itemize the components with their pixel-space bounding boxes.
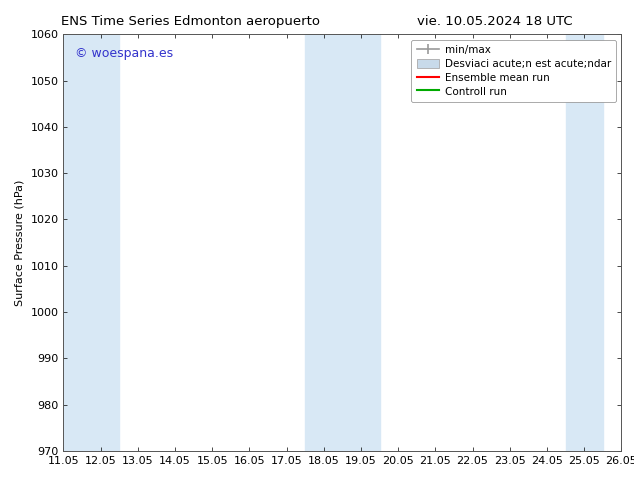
- Text: ENS Time Series Edmonton aeropuerto: ENS Time Series Edmonton aeropuerto: [61, 15, 320, 28]
- Bar: [82, 34, 119, 451]
- Text: vie. 10.05.2024 18 UTC: vie. 10.05.2024 18 UTC: [417, 15, 573, 28]
- Bar: [566, 34, 603, 451]
- Text: © woespana.es: © woespana.es: [75, 47, 172, 60]
- Bar: [342, 34, 380, 451]
- Bar: [305, 34, 342, 451]
- Y-axis label: Surface Pressure (hPa): Surface Pressure (hPa): [15, 179, 25, 306]
- Legend: min/max, Desviaci acute;n est acute;ndar, Ensemble mean run, Controll run: min/max, Desviaci acute;n est acute;ndar…: [411, 40, 616, 102]
- Bar: [45, 34, 82, 451]
